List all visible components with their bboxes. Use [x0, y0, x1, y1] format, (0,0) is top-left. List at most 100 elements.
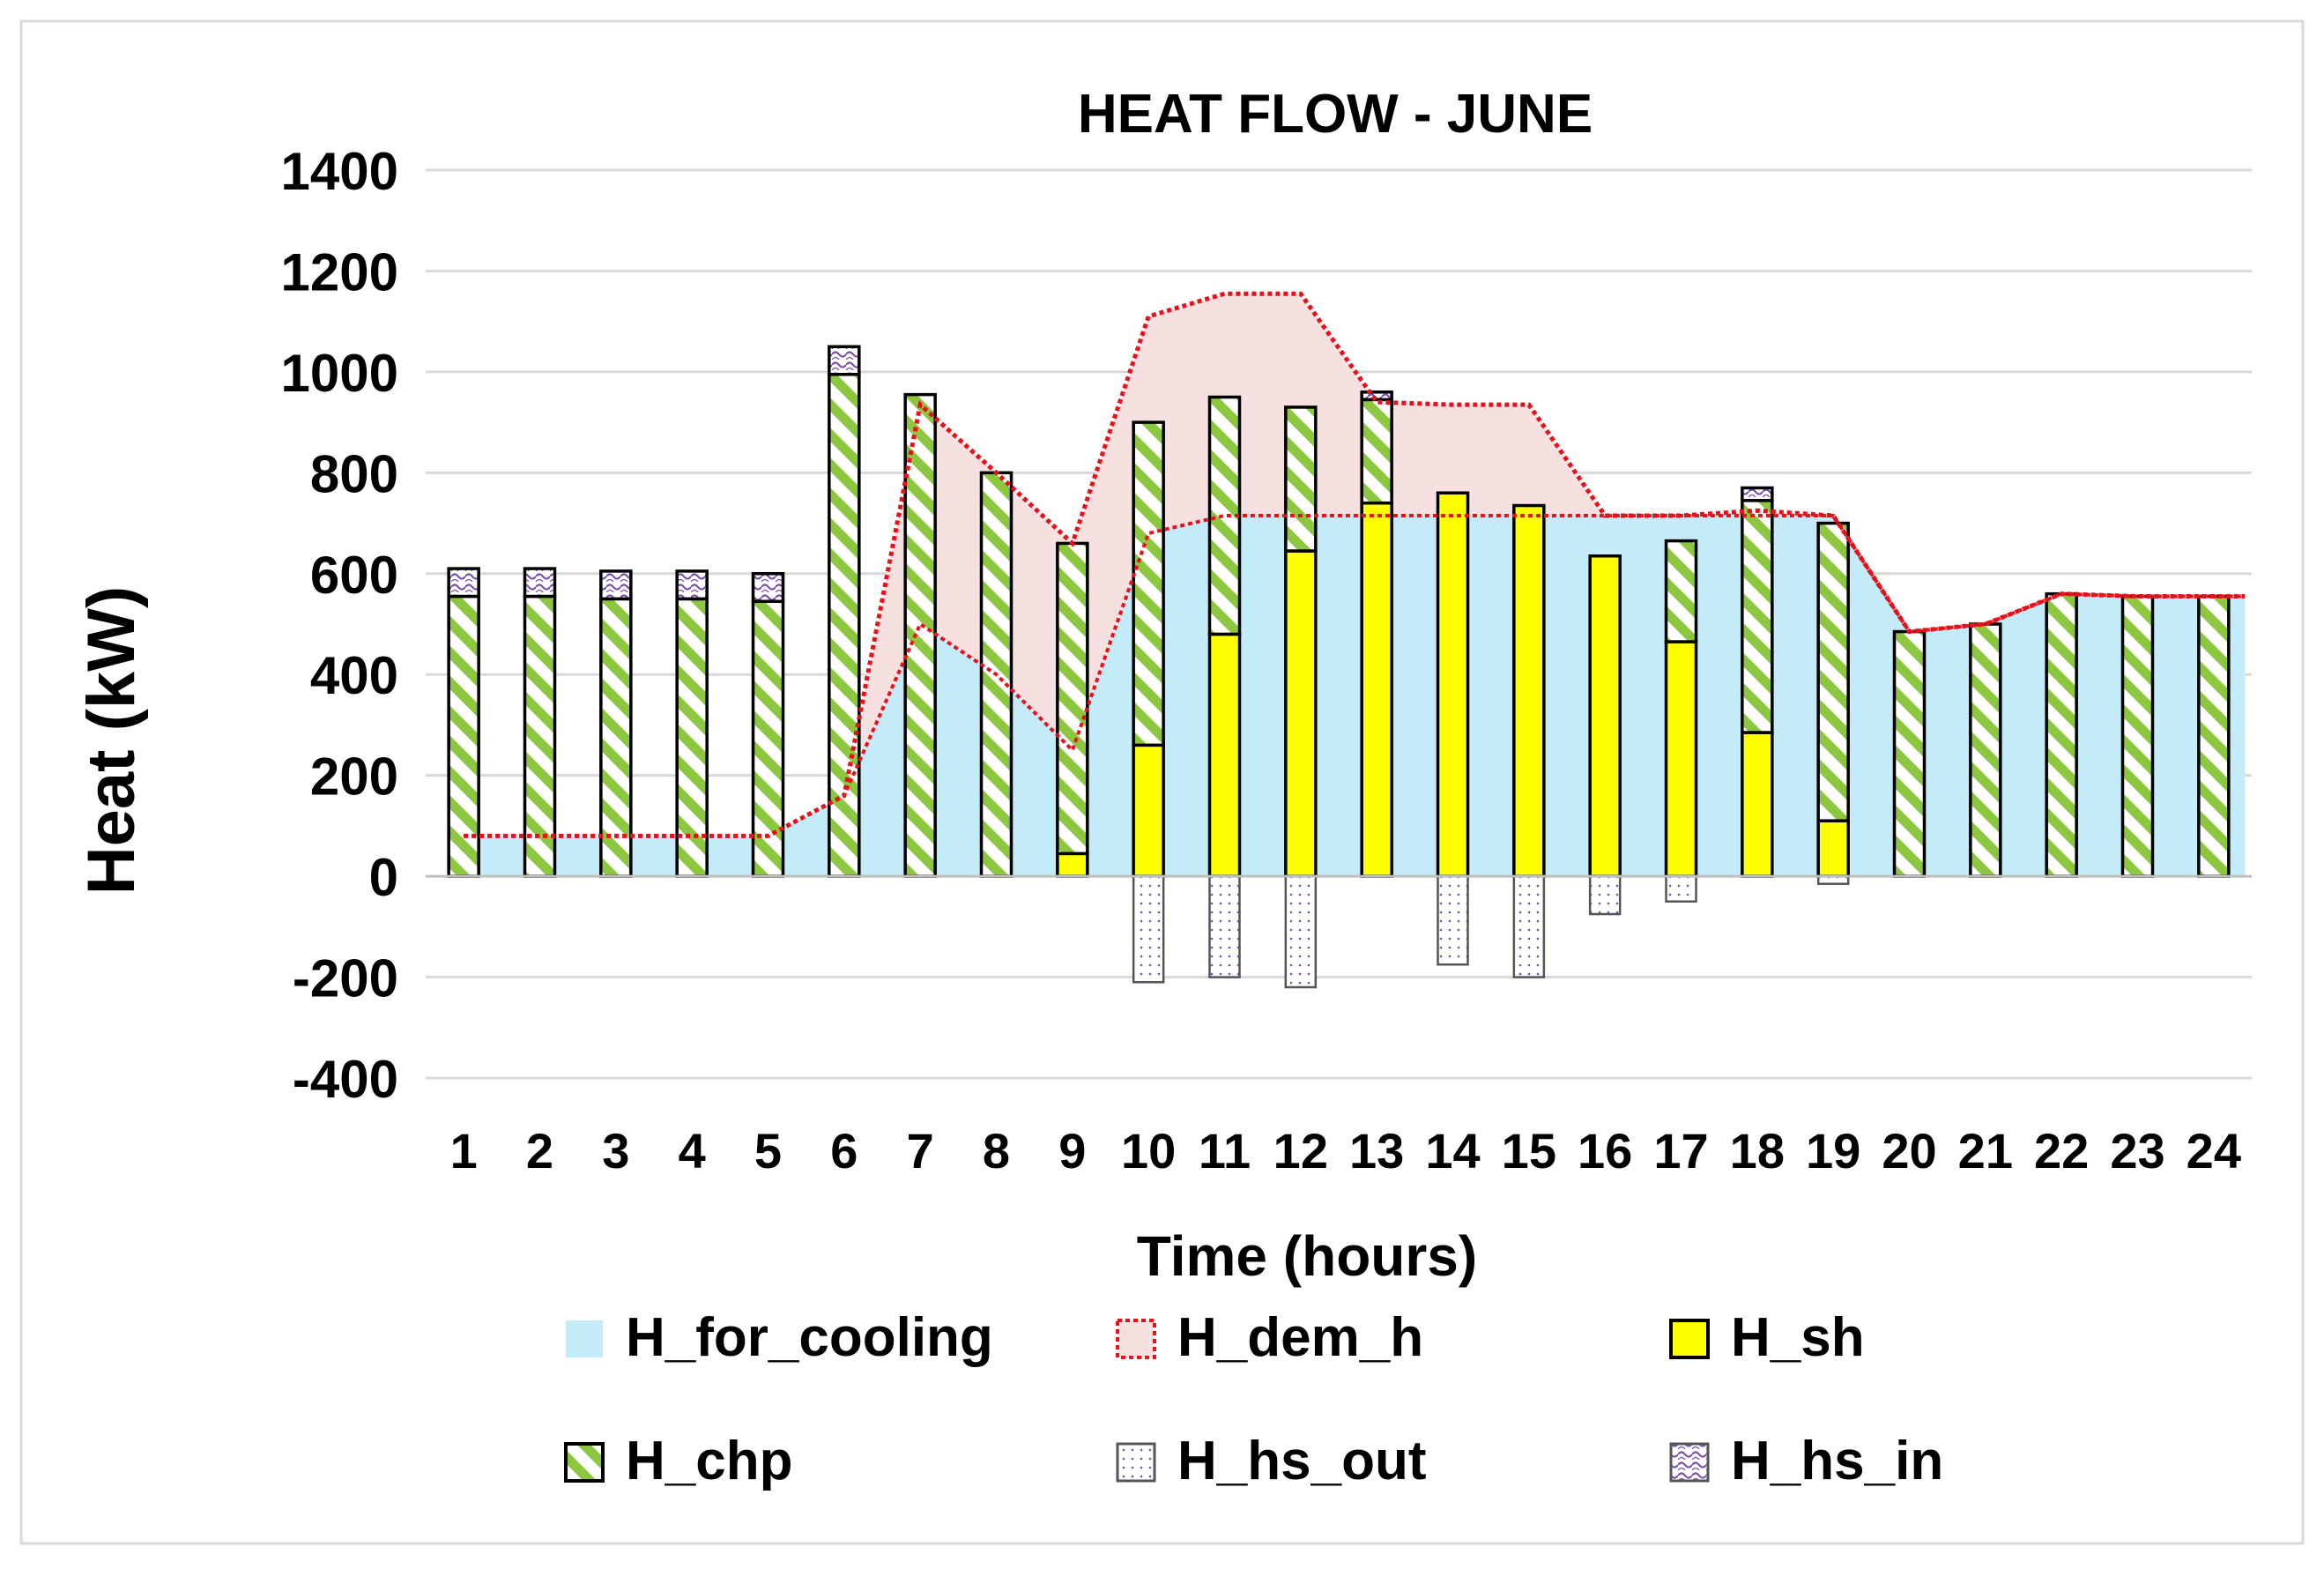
y-axis-label: Heat (kW): [74, 586, 149, 895]
legend-swatch-h-sh: [1669, 1319, 1710, 1359]
h-hs-in-bar: [828, 345, 861, 376]
h-hs-in-bar: [751, 572, 785, 603]
x-tick-label: 13: [1349, 1123, 1404, 1179]
legend-label: H_hs_out: [1177, 1431, 1426, 1491]
x-tick-label: 21: [1958, 1123, 2013, 1179]
line-layer: [464, 291, 2245, 838]
legend-label: H_sh: [1731, 1307, 1865, 1368]
x-tick-label: 24: [2187, 1123, 2241, 1179]
legend-swatch-h-dem-h: [1116, 1319, 1156, 1359]
x-tick-label: 3: [602, 1123, 629, 1179]
x-tick-label: 9: [1058, 1123, 1086, 1179]
h-sh-bar: [1132, 743, 1165, 878]
y-tick-label: 0: [369, 848, 398, 907]
y-tick-label: -200: [293, 949, 398, 1008]
h-sh-bar: [1741, 731, 1774, 878]
legend-swatch-h-hs-in: [1669, 1442, 1710, 1483]
y-tick-label: 1000: [281, 344, 398, 403]
y-tick-label: 800: [310, 444, 398, 503]
y-tick-label: -400: [293, 1050, 398, 1109]
x-tick-label: 23: [2110, 1123, 2164, 1179]
x-tick-label: 10: [1121, 1123, 1176, 1179]
h-hs-in-bar: [675, 569, 709, 601]
h-hs-in-bar: [1360, 390, 1393, 402]
x-tick-label: 15: [1502, 1123, 1556, 1179]
h-chp-bar: [1969, 622, 2002, 878]
h-sh-bar: [1512, 503, 1546, 878]
legend-label: H_chp: [626, 1431, 792, 1491]
h-hs-out-bar: [1208, 874, 1241, 978]
h-chp-bar: [1741, 499, 1774, 734]
h-sh-bar: [1360, 501, 1393, 878]
h-chp-bar: [675, 597, 709, 878]
h-sh-bar: [1816, 819, 1850, 878]
h-chp-bar: [1132, 420, 1165, 747]
h-sh-bar: [1436, 491, 1470, 878]
h-dem-h-line: [464, 291, 2245, 838]
h-for-cooling-edge-line: [464, 513, 2245, 838]
x-tick-label: 19: [1806, 1123, 1860, 1179]
h-sh-bar: [1056, 851, 1089, 878]
y-axis-ticks: -400 -200 0 200 400 600 800 1000 1200 1400: [281, 142, 398, 1109]
x-tick-label: 22: [2034, 1123, 2089, 1179]
x-tick-label: 14: [1425, 1123, 1480, 1179]
y-tick-label: 400: [310, 646, 398, 705]
legend-label: H_hs_in: [1731, 1431, 1943, 1491]
x-tick-label: 20: [1882, 1123, 1936, 1179]
legend-swatch-h-chp: [564, 1442, 605, 1483]
h-chp-bar: [599, 597, 633, 878]
x-tick-label: 6: [830, 1123, 858, 1179]
h-hs-in-bar: [447, 567, 480, 599]
h-chp-bar: [1892, 629, 1927, 878]
x-tick-label: 17: [1653, 1123, 1708, 1179]
h-hs-out-bar: [1512, 874, 1546, 978]
h-chp-bar: [447, 594, 480, 878]
h-hs-in-bar: [1741, 486, 1774, 502]
h-chp-bar: [1360, 398, 1393, 505]
h-hs-in-bar: [599, 569, 633, 601]
x-tick-label: 18: [1730, 1123, 1785, 1179]
x-axis-ticks: 1 2 3 4 5 6 7 8 9 10 11 12 13 14 15 16 17 18 19 20 21 22 23 24: [450, 1123, 2241, 1179]
h-chp-bar: [1207, 395, 1242, 636]
h-hs-out-bar: [1132, 874, 1165, 984]
h-hs-out-bar: [1284, 874, 1318, 989]
y-tick-label: 1200: [281, 242, 398, 301]
x-axis-label: Time (hours): [1137, 1224, 1477, 1288]
legend-swatch-h-hs-out: [1116, 1442, 1156, 1483]
y-tick-label: 1400: [281, 142, 398, 201]
x-tick-label: 11: [1199, 1123, 1251, 1179]
bar-layer: [447, 345, 2231, 989]
h-sh-bar: [1207, 632, 1242, 878]
h-sh-bar: [1588, 554, 1622, 878]
x-tick-label: 4: [679, 1123, 706, 1179]
h-chp-bar: [1284, 405, 1318, 553]
h-dem-h-band: [464, 294, 2245, 837]
chart-title: HEAT FLOW - JUNE: [1078, 84, 1593, 145]
y-tick-label: 200: [310, 747, 398, 807]
legend: H_for_cooling H_dem_h H_sh H_chp H_hs_out H_h…: [564, 1307, 1943, 1491]
legend-label: H_dem_h: [1177, 1307, 1423, 1368]
h-hs-out-bar: [1665, 874, 1697, 903]
x-tick-label: 16: [1578, 1123, 1632, 1179]
h-chp-bar: [2120, 594, 2155, 878]
x-tick-label: 1: [450, 1123, 478, 1179]
x-tick-label: 8: [983, 1123, 1010, 1179]
legend-swatch-h-for-cooling: [566, 1320, 603, 1357]
legend-label: H_for_cooling: [626, 1307, 993, 1368]
h-sh-bar: [1284, 549, 1318, 878]
h-chp-bar: [1056, 541, 1089, 856]
h-hs-out-bar: [1437, 874, 1469, 966]
x-tick-label: 7: [907, 1123, 934, 1179]
h-chp-bar: [2045, 591, 2078, 878]
h-sh-bar: [1664, 640, 1698, 878]
h-chp-bar: [828, 373, 861, 878]
h-chp-bar: [2197, 594, 2231, 878]
x-tick-label: 2: [526, 1123, 553, 1179]
h-chp-bar: [1664, 539, 1698, 643]
x-tick-label: 5: [754, 1123, 782, 1179]
y-tick-label: 600: [310, 546, 398, 605]
h-hs-out-bar: [1588, 874, 1622, 916]
h-chp-bar: [1816, 521, 1850, 822]
